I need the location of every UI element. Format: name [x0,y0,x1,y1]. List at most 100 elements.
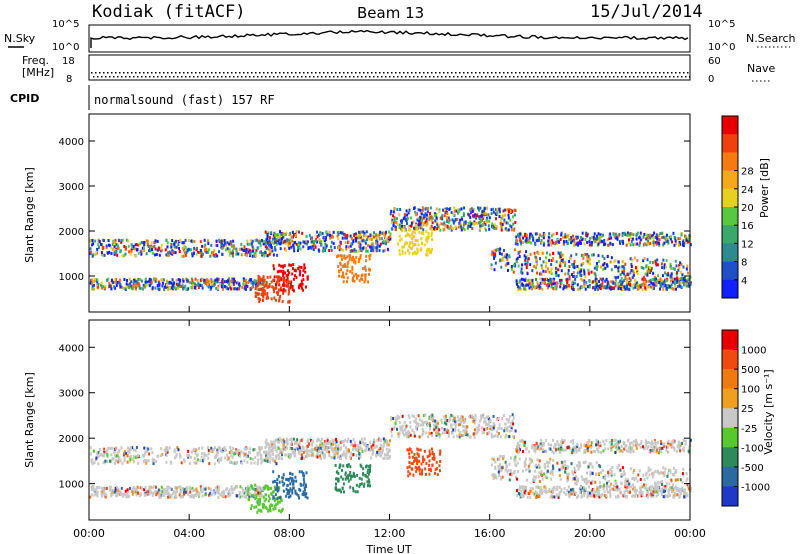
echo-cell [245,248,248,252]
freq-dot [395,72,397,74]
echo-cell [664,495,667,499]
echo-cell [605,487,608,491]
echo-cell [333,452,336,456]
echo-cell [143,240,146,244]
echo-cell [288,299,291,303]
echo-cell [523,464,526,468]
echo-cell [667,472,670,476]
echo-cell [557,251,560,255]
echo-cell [166,285,169,289]
echo-cell [580,495,583,499]
echo-cell [471,227,474,231]
echo-cell [465,430,468,434]
echo-cell [613,473,616,477]
echo-cell [93,461,96,465]
echo-cell [131,246,134,250]
echo-cell [639,487,642,491]
echo-cell [499,221,502,225]
echo-cell [350,242,353,246]
echo-cell [631,477,634,481]
echo-cell [528,286,531,290]
echo-cell [298,283,301,287]
echo-cell [485,216,488,220]
echo-cell [605,278,608,282]
echo-cell [163,285,166,289]
echo-cell [151,286,154,290]
echo-cell [518,280,521,284]
date-title: 15/Jul/2014 [590,2,703,22]
echo-cell [501,214,504,218]
freq-dot [619,72,621,74]
echo-cell [579,487,582,491]
echo-cell [663,442,666,446]
echo-cell [558,474,561,478]
echo-cell [298,230,301,234]
echo-cell [607,281,610,285]
echo-cell [351,279,354,283]
echo-cell [425,230,428,234]
freq-dot [555,72,557,74]
echo-cell [403,242,406,246]
freq-dot [315,72,317,74]
echo-cell [459,417,462,421]
echo-cell [598,280,601,284]
echo-cell [157,287,160,291]
echo-cell [359,231,362,235]
echo-cell [572,493,575,497]
echo-cell [109,244,112,248]
echo-cell [525,266,528,270]
echo-cell [305,234,308,238]
freq-dot [207,72,209,74]
echo-cell [235,448,238,452]
echo-cell [653,231,656,235]
echo-cell [614,259,617,263]
echo-cell [207,283,210,287]
echo-cell [616,234,619,238]
echo-cell [564,467,567,471]
echo-cell [625,484,628,488]
nave-dot [381,76,383,78]
echo-cell [354,232,357,236]
echo-cell [615,445,618,449]
echo-cell [669,265,672,269]
echo-cell [245,250,248,254]
echo-cell [670,272,673,276]
echo-cell [138,286,141,290]
echo-cell [91,285,94,289]
echo-cell [672,441,675,445]
echo-cell [644,272,647,276]
echo-cell [682,473,685,477]
echo-cell [165,460,168,464]
echo-cell [663,263,666,267]
echo-cell [610,280,613,284]
echo-cell [683,241,686,245]
echo-cell [449,224,452,228]
echo-cell [232,239,235,243]
echo-cell [384,237,387,241]
echo-cell [428,421,431,425]
echo-cell [526,263,529,267]
echo-cell [590,270,593,274]
echo-cell [687,278,690,282]
echo-cell [657,233,660,237]
echo-cell [504,422,507,426]
freq-dot [239,72,241,74]
echo-cell [177,286,180,290]
echo-cell [541,287,544,291]
echo-cell [269,456,272,460]
nave-dot [197,76,199,78]
echo-cell [596,493,599,497]
echo-cell [549,278,552,282]
echo-cell [268,452,271,456]
echo-cell [235,247,238,251]
echo-cell [562,284,565,288]
echo-cell [105,244,108,248]
echo-cell [413,231,416,235]
echo-cell [342,444,345,448]
echo-cell [417,422,420,426]
echo-cell [265,296,268,300]
echo-cell [198,250,201,254]
echo-cell [167,494,170,498]
echo-cell [206,278,209,282]
echo-cell [629,271,632,275]
